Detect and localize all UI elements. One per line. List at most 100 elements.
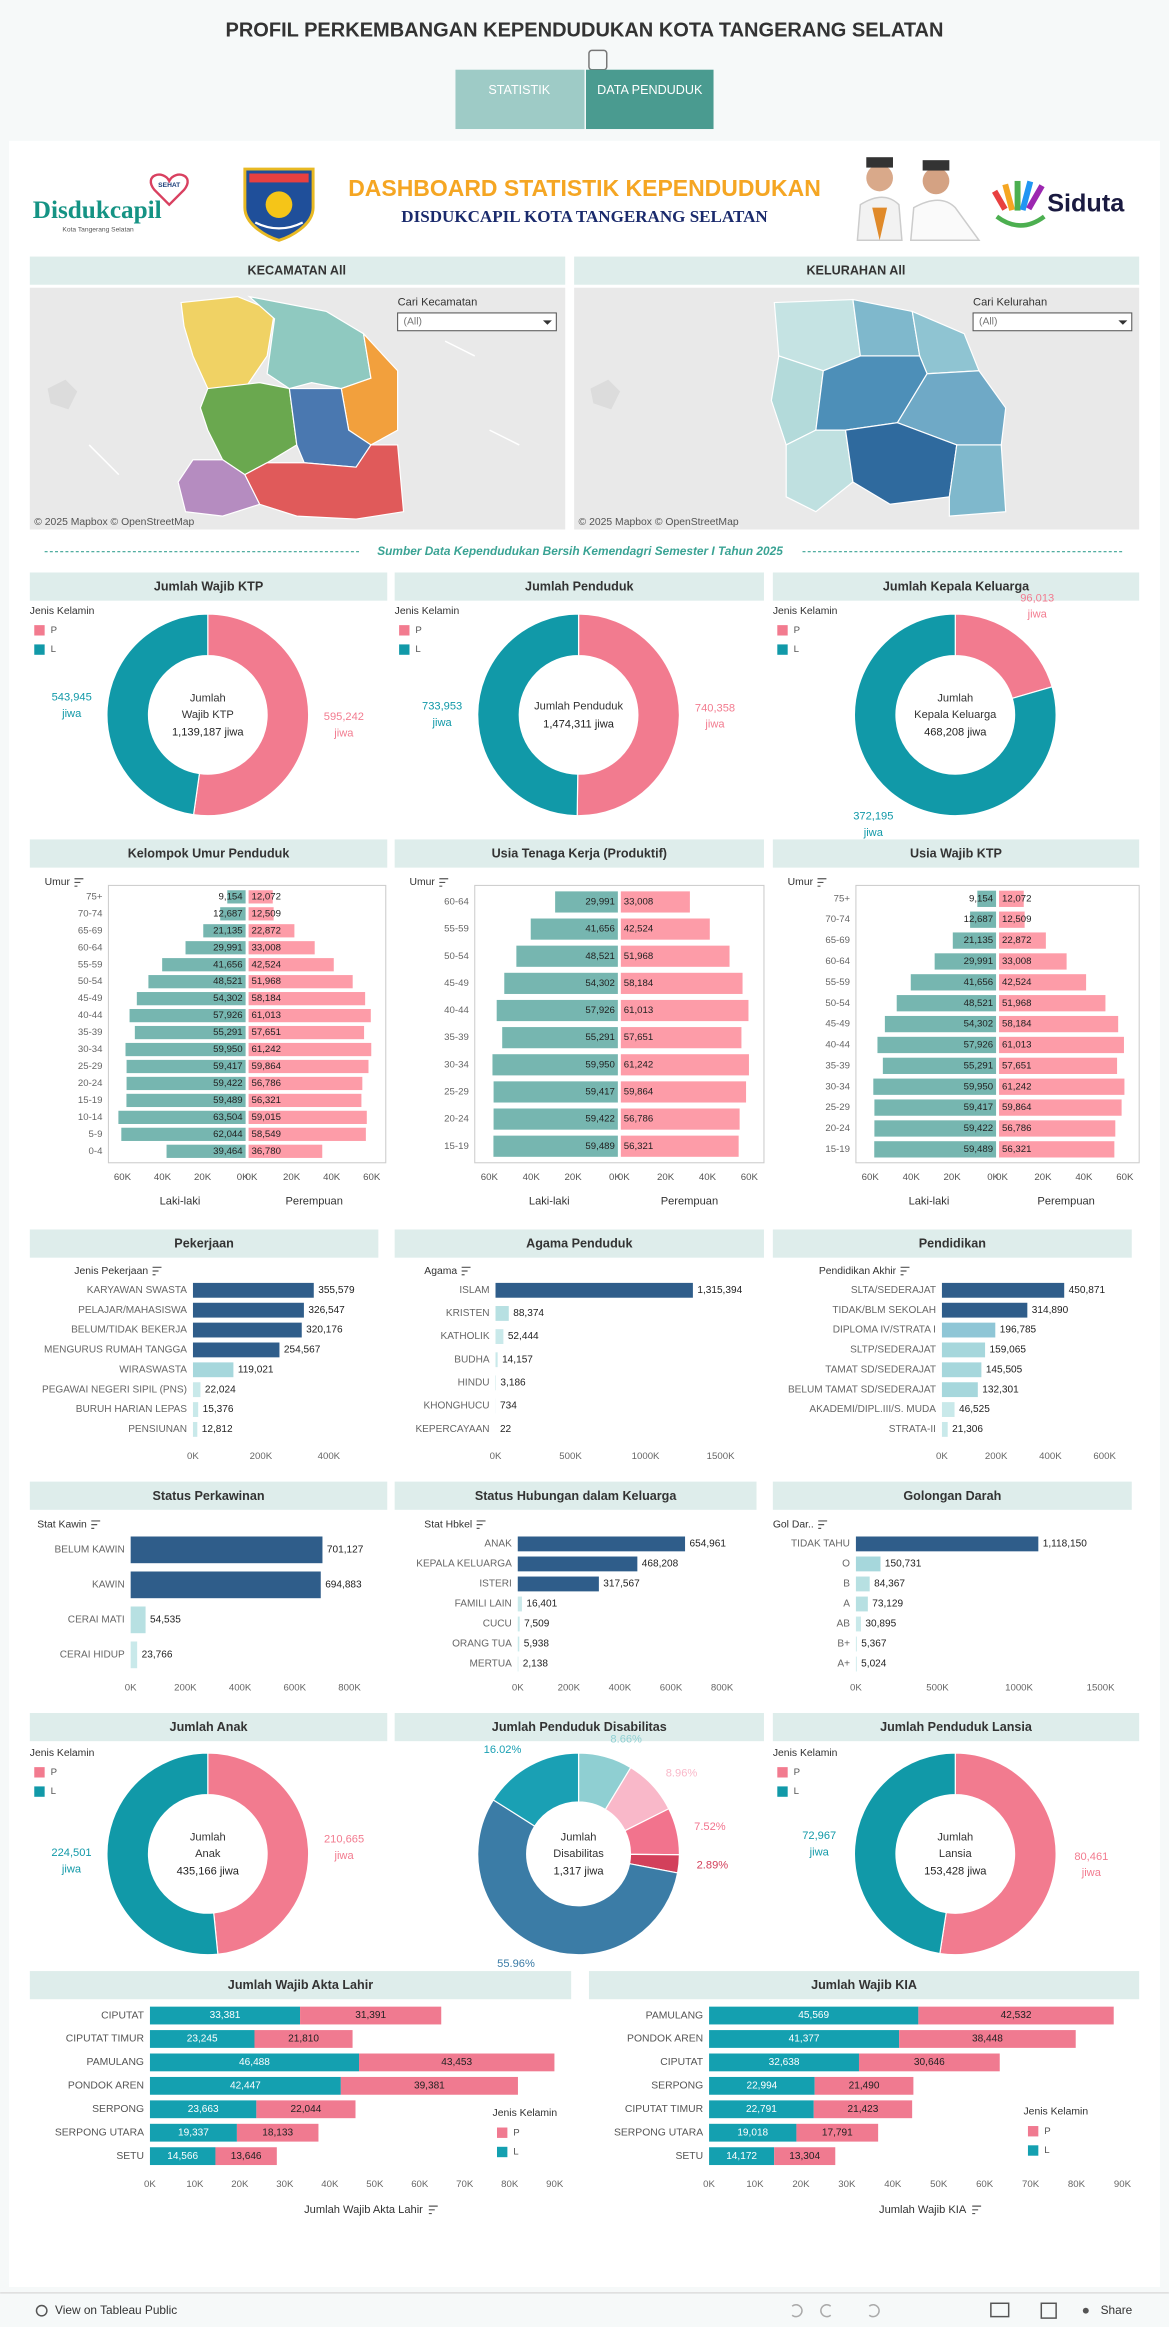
bar	[248, 958, 334, 972]
bar	[941, 1402, 955, 1417]
x-tick-label: 20K	[231, 2179, 249, 2190]
fullscreen-icon[interactable]	[1040, 2302, 1057, 2319]
y-tick-label: BUDHA	[454, 1354, 490, 1365]
tab-label[interactable]: DATA PENDUDUK	[597, 83, 703, 97]
center-label: Jumlah	[190, 692, 226, 704]
logo-disdukcapil: SEHAT Disdukcapil Kota Tangerang Selatan	[33, 173, 189, 234]
footer-link[interactable]: View on Tableau Public	[55, 2303, 177, 2317]
dropdown-arrow	[542, 320, 552, 325]
data-label: 21,306	[952, 1424, 983, 1435]
y-tick-label: ORANG TUA	[452, 1639, 512, 1650]
y-tick-label: BELUM KAWIN	[55, 1545, 125, 1556]
y-tick-label: 65-69	[825, 935, 850, 946]
toolbar-icons[interactable]	[791, 2304, 880, 2318]
filter-dropdown[interactable]	[972, 312, 1133, 332]
map-region[interactable]	[247, 295, 372, 390]
tab-active[interactable]	[585, 69, 714, 130]
sort-icon	[476, 1520, 486, 1529]
bar	[517, 1576, 599, 1592]
panel-header	[29, 1712, 388, 1742]
data-label: 61,013	[252, 1010, 281, 1021]
data-label: 145,505	[986, 1364, 1023, 1375]
device-icon[interactable]	[990, 2302, 1010, 2318]
y-tick-label: CERAI MATI	[68, 1615, 125, 1626]
x-tick-label: 0K	[125, 1682, 137, 1693]
legend-label: P	[1044, 2126, 1050, 2137]
x-tick-label: 0K	[187, 1451, 199, 1462]
pie-slice	[477, 613, 580, 817]
filter-value[interactable]: (All)	[404, 317, 422, 328]
bar	[941, 1342, 986, 1358]
chart-title: Jumlah Wajib KTP	[154, 580, 263, 594]
footer-share[interactable]: Share	[1101, 2303, 1133, 2317]
bar-segment	[858, 2053, 1000, 2072]
data-label: 59,489	[585, 1141, 614, 1152]
share-icon[interactable]	[1082, 2307, 1089, 2314]
y-tick-label: 15-19	[825, 1144, 850, 1155]
data-label: 14,566	[167, 2151, 198, 2162]
x-tick-label: 90K	[546, 2179, 564, 2190]
y-tick-label: 70-74	[825, 914, 850, 925]
y-tick-label: TIDAK TAHU	[791, 1539, 850, 1550]
logo-text: Disdukcapil	[33, 197, 162, 224]
tab[interactable]	[455, 69, 585, 130]
bar	[884, 1015, 997, 1033]
data-label: 5,024	[861, 1659, 887, 1670]
bar	[934, 953, 997, 970]
chart-title: Status Hubungan dalam Keluarga	[475, 1489, 678, 1503]
data-label: 59,864	[1002, 1102, 1032, 1113]
data-label: 55,291	[964, 1060, 993, 1071]
data-label: 23,663	[188, 2104, 219, 2115]
data-label: 196,785	[1000, 1325, 1037, 1336]
y-tick-label: PONDOK AREN	[627, 2034, 703, 2045]
x-tick-label: 200K	[558, 1682, 581, 1693]
x-tick-label: 0K	[246, 1172, 258, 1183]
legend-label: P	[513, 2127, 519, 2138]
data-label: 59,422	[964, 1123, 993, 1134]
y-tick-label: 15-19	[444, 1141, 469, 1152]
series-label: Laki-laki	[909, 1195, 950, 1207]
panel-header	[394, 1481, 757, 1510]
panel-header	[29, 1481, 388, 1510]
x-tick-label: 40K	[321, 2179, 339, 2190]
bar	[941, 1422, 948, 1437]
y-tick-label: TIDAK/BLM SEKOLAH	[832, 1305, 936, 1316]
y-tick-label: 45-49	[825, 1019, 850, 1030]
filter-value[interactable]: (All)	[979, 317, 997, 328]
map-region[interactable]	[948, 444, 1007, 517]
bar	[970, 911, 997, 928]
y-tick-label: B	[843, 1579, 850, 1590]
map-land	[590, 379, 621, 410]
data-label: 5,938	[524, 1639, 550, 1650]
heart-icon	[149, 173, 189, 207]
data-label: 61,242	[624, 1059, 653, 1070]
pie-slice	[192, 613, 310, 817]
legend-title: Jenis Kelamin	[493, 2108, 558, 2119]
person-body	[909, 199, 981, 242]
bar	[999, 1099, 1122, 1116]
axis-label: Jenis Pekerjaan	[74, 1266, 148, 1277]
bar	[620, 945, 730, 967]
x-tick-label: 0K	[618, 1172, 630, 1183]
panel-header	[772, 839, 1140, 868]
y-tick-label: 70-74	[78, 908, 103, 919]
chart-title: Golongan Darah	[903, 1489, 1001, 1503]
map-region[interactable]	[244, 444, 405, 520]
filter-dropdown[interactable]	[397, 312, 557, 332]
data-label: 29,991	[585, 897, 614, 908]
data-label: 30,895	[865, 1619, 896, 1630]
legend-title: Jenis Kelamin	[30, 1748, 95, 1759]
panel-header	[394, 1712, 764, 1742]
data-label: 31,391	[355, 2010, 386, 2021]
y-tick-label: PENSIUNAN	[128, 1424, 187, 1435]
x-tick-label: 0K	[850, 1682, 862, 1693]
panel-header	[29, 839, 388, 868]
y-tick-label: 20-24	[444, 1114, 469, 1125]
tab-label[interactable]: STATISTIK	[488, 83, 550, 97]
y-tick-label: 20-24	[78, 1078, 103, 1089]
data-label: 740,358	[695, 702, 735, 714]
x-tick-label: 60K	[862, 1172, 880, 1183]
bar	[877, 1036, 997, 1054]
legend-label: L	[1044, 2145, 1050, 2156]
map-region[interactable]	[177, 459, 261, 517]
